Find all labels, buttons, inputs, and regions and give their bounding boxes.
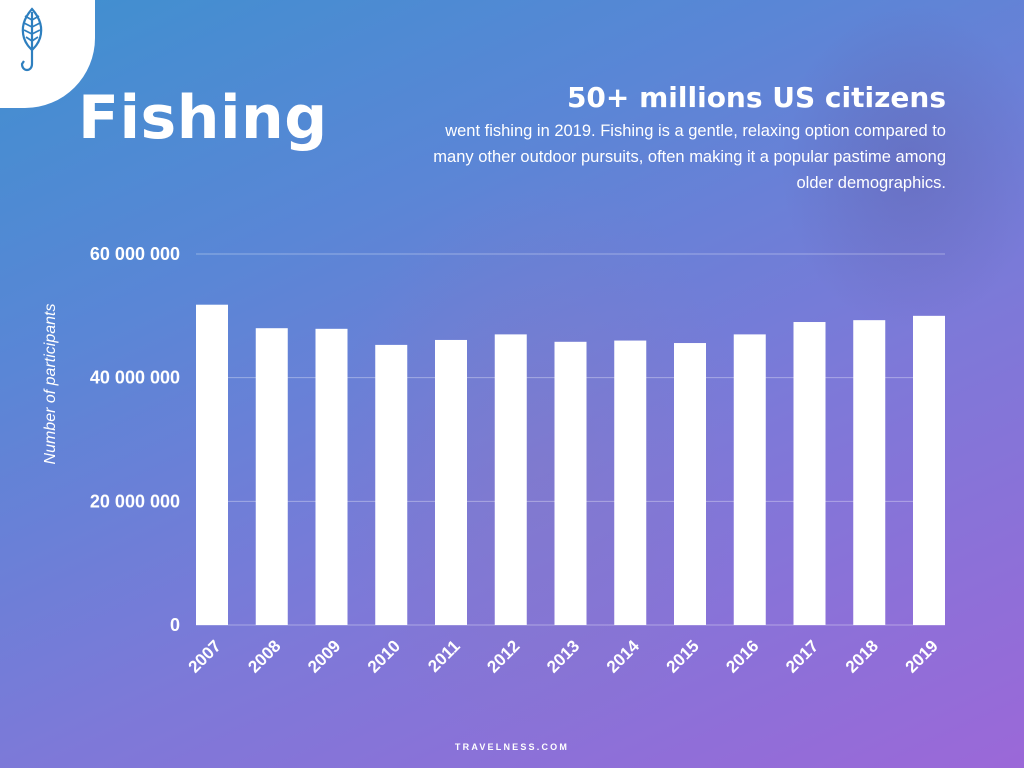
x-tick-label: 2016 bbox=[722, 636, 762, 676]
x-tick-label: 2010 bbox=[364, 636, 404, 676]
bar-2011 bbox=[435, 339, 467, 625]
y-tick-label: 0 bbox=[170, 615, 180, 635]
bar-2010 bbox=[375, 344, 408, 625]
background-photo-shade bbox=[780, 0, 1024, 330]
x-tick-label: 2011 bbox=[424, 636, 464, 676]
bar-2012 bbox=[494, 334, 527, 625]
x-tick-label: 2012 bbox=[483, 636, 523, 676]
x-tick-label: 2014 bbox=[603, 636, 644, 677]
x-tick-label: 2008 bbox=[244, 636, 284, 676]
x-tick-label: 2018 bbox=[842, 636, 882, 676]
x-tick-label: 2017 bbox=[782, 636, 822, 676]
bar-2018 bbox=[853, 320, 886, 625]
description-text: went fishing in 2019. Fishing is a gentl… bbox=[433, 122, 946, 192]
x-tick-label: 2015 bbox=[663, 636, 703, 676]
y-tick-label: 40 000 000 bbox=[90, 368, 180, 388]
x-tick-label: 2007 bbox=[185, 636, 225, 676]
fish-hook-icon bbox=[20, 7, 43, 72]
y-tick-label: 60 000 000 bbox=[90, 244, 180, 264]
bar-2013 bbox=[554, 341, 587, 625]
x-tick-label: 2009 bbox=[304, 636, 344, 676]
bar-2008 bbox=[255, 328, 288, 625]
x-tick-label: 2013 bbox=[543, 636, 583, 676]
bar-2019 bbox=[913, 315, 945, 625]
bar-2017 bbox=[793, 322, 826, 625]
x-tick-label: 2019 bbox=[902, 636, 942, 676]
bar-2009 bbox=[315, 328, 348, 625]
y-tick-label: 20 000 000 bbox=[90, 491, 180, 511]
bar-2014 bbox=[614, 340, 647, 625]
bar-2016 bbox=[733, 334, 766, 625]
headline: 50+ millions US citizens bbox=[566, 81, 946, 114]
bar-2007 bbox=[196, 304, 228, 625]
bar-2015 bbox=[674, 343, 706, 625]
y-axis-label: Number of participants bbox=[42, 304, 59, 465]
page-title: Fishing bbox=[78, 83, 328, 153]
footer-brand: TRAVELNESS.COM bbox=[454, 742, 570, 752]
